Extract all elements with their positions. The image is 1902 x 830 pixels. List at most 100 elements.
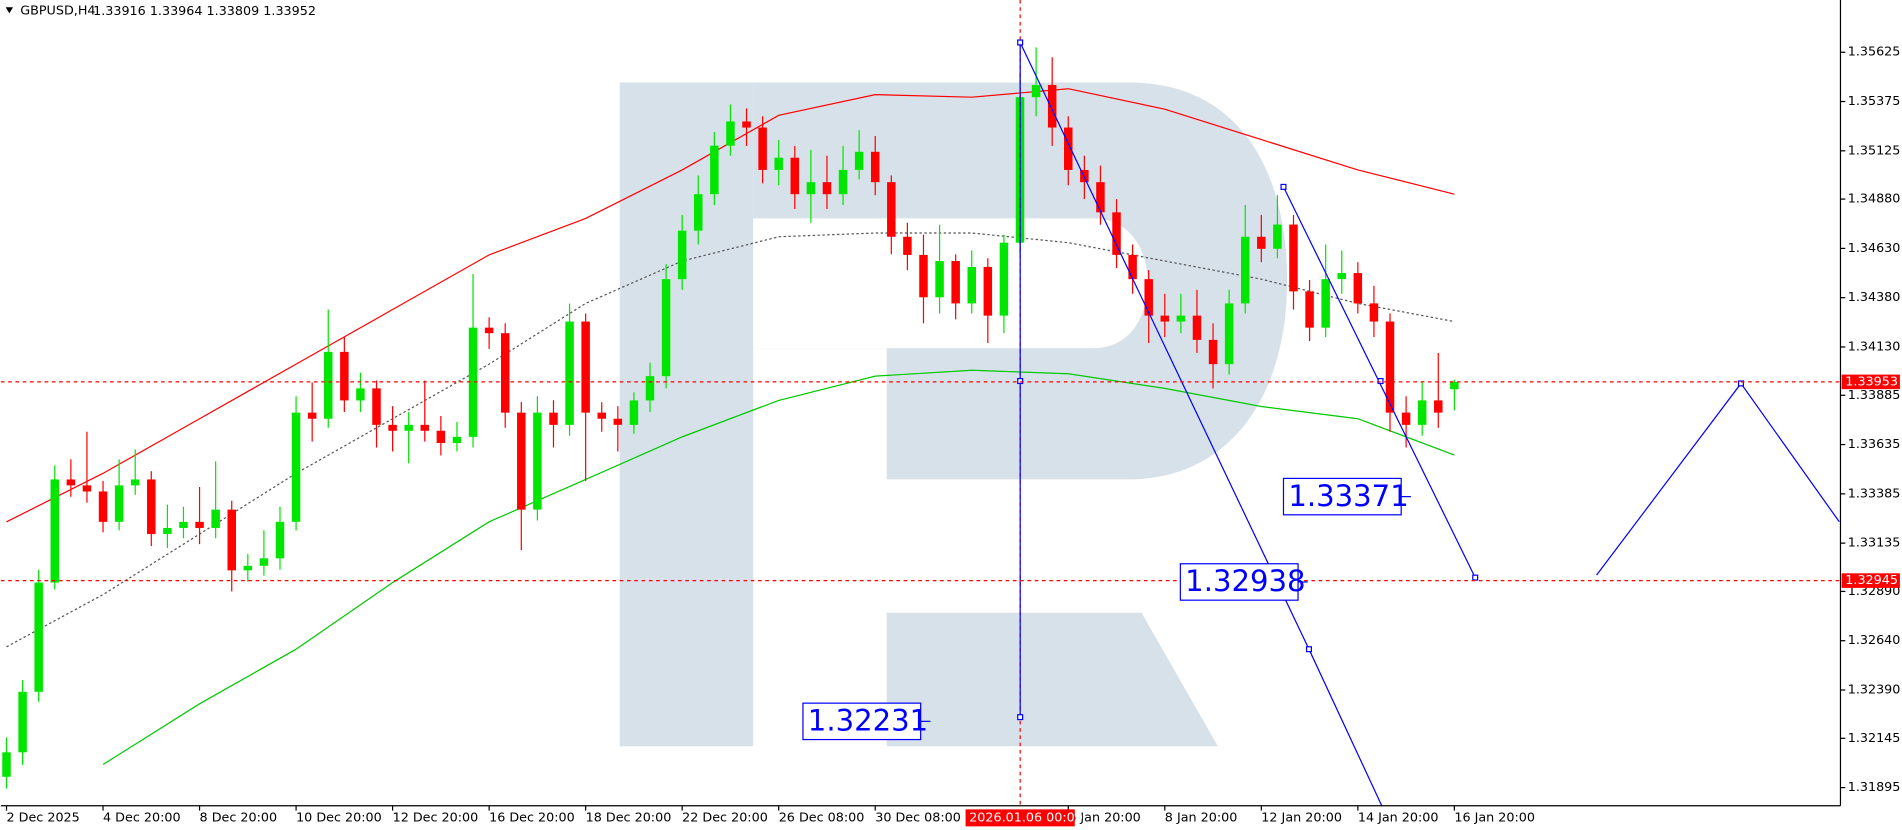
candle-body xyxy=(1369,303,1379,322)
low: 1.33809 xyxy=(207,3,260,18)
candle-body xyxy=(211,509,220,528)
candle-body xyxy=(1224,303,1234,365)
candle-body xyxy=(98,491,108,522)
forecast-label: 1.32231 xyxy=(808,704,928,738)
candle-body xyxy=(517,412,526,510)
x-tick-label: 6 Jan 20:00 xyxy=(1068,810,1141,825)
x-tick-label: 22 Dec 20:00 xyxy=(682,810,768,825)
candle-body xyxy=(1289,224,1298,292)
y-tick-label: 1.34880 xyxy=(1848,192,1901,207)
candle-body xyxy=(1305,291,1314,328)
menu-arrow[interactable] xyxy=(5,7,14,14)
candle-body xyxy=(1112,212,1121,255)
candle-body xyxy=(1208,339,1218,365)
candle-body xyxy=(661,279,671,377)
high: 1.33964 xyxy=(150,3,203,18)
axis-group: 1.35625 1.35375 1.35125 1.34880 1.34630 1.343… xyxy=(5,45,1901,825)
candle-body xyxy=(822,182,832,195)
candle-body xyxy=(806,182,816,195)
moving-average xyxy=(6,232,1455,648)
candle-body xyxy=(1160,315,1170,322)
candle-body xyxy=(1257,236,1266,249)
candle-body xyxy=(533,412,542,510)
candle-body xyxy=(291,412,301,522)
y-tick-label: 1.33885 xyxy=(1848,388,1901,403)
candle-body xyxy=(645,376,655,401)
open: 1.33916 xyxy=(93,3,146,18)
candle-body xyxy=(1128,254,1137,280)
candle-body xyxy=(1176,315,1186,322)
candle-body xyxy=(388,424,397,431)
close: 1.33952 xyxy=(263,3,316,18)
candle-body xyxy=(774,157,783,170)
candle-body xyxy=(436,430,446,443)
y-tick-label: 1.35625 xyxy=(1848,45,1901,60)
forecast-point xyxy=(1017,377,1024,385)
ohlc-header: 1.33916 1.33964 1.33809 1.33952 xyxy=(93,3,316,18)
candle-body xyxy=(1192,315,1202,340)
y-tick-label: 1.31895 xyxy=(1848,780,1901,795)
candle-body xyxy=(420,424,430,431)
x-tick-label: 30 Dec 08:00 xyxy=(875,810,961,825)
candle-body xyxy=(1450,382,1459,390)
candle-body xyxy=(1434,400,1443,413)
y-tick-label: 1.32145 xyxy=(1848,731,1901,746)
candle-body xyxy=(324,351,333,419)
candle-body xyxy=(1417,400,1427,425)
candle-body xyxy=(340,351,349,401)
x-tick-label: 14 Jan 20:00 xyxy=(1358,810,1439,825)
forecast-label-box xyxy=(802,702,922,741)
candle-body xyxy=(983,266,993,316)
price-level-box xyxy=(1841,573,1900,588)
candle-body xyxy=(114,485,124,522)
candle-body xyxy=(227,509,236,571)
candle-body xyxy=(887,182,896,237)
candle-body xyxy=(903,236,912,255)
candle-body xyxy=(854,151,864,170)
logo-leg xyxy=(886,612,1218,747)
candle-body xyxy=(677,230,687,280)
candle-body xyxy=(500,333,510,413)
x-tick-label: 12 Dec 20:00 xyxy=(393,810,479,825)
candle-body xyxy=(130,479,140,486)
candle-body xyxy=(613,418,623,425)
candle-body xyxy=(1240,236,1250,304)
candle-body xyxy=(919,254,928,298)
x-tick-label: 16 Dec 20:00 xyxy=(489,810,575,825)
candle-body xyxy=(1031,84,1041,98)
candle-body xyxy=(581,321,590,413)
x-tick-label: 16 Jan 20:00 xyxy=(1454,810,1535,825)
candle-body xyxy=(1096,182,1105,213)
x-tick-label: 8 Dec 20:00 xyxy=(200,810,278,825)
candle-body xyxy=(935,261,944,298)
candle-body xyxy=(259,558,269,566)
candle-body xyxy=(82,485,92,492)
candle-body xyxy=(307,412,317,419)
candle-body xyxy=(484,327,494,334)
logo-hole xyxy=(753,218,1148,349)
candle-body xyxy=(565,321,574,425)
candle-body xyxy=(34,582,43,692)
y-tick-label: 1.33635 xyxy=(1848,437,1901,452)
y-tick-label: 1.33385 xyxy=(1848,486,1901,501)
y-tick-label: 1.33135 xyxy=(1848,536,1901,551)
forecast-label: 1.33371 xyxy=(1288,479,1408,513)
moving-average xyxy=(102,369,1455,766)
candle-body xyxy=(870,151,880,183)
forecast-point xyxy=(1017,39,1024,46)
candle-body xyxy=(758,127,767,170)
candle-body xyxy=(356,388,365,401)
forecast-point xyxy=(1017,714,1024,721)
x-tick-label: 18 Dec 20:00 xyxy=(586,810,672,825)
y-tick-label: 1.35125 xyxy=(1848,143,1901,158)
forecast-point xyxy=(1737,380,1744,387)
candle-body xyxy=(2,752,11,777)
x-tick-label: 2 Dec 2025 xyxy=(7,810,80,825)
candle-body xyxy=(1144,279,1153,316)
candle-body xyxy=(967,266,976,304)
y-tick-label: 1.34130 xyxy=(1848,339,1901,354)
y-tick-label: 1.32390 xyxy=(1848,683,1901,698)
x-tick-label: 4 Dec 20:00 xyxy=(103,810,181,825)
forecast-points xyxy=(1017,39,1744,721)
candle-body xyxy=(195,521,204,528)
